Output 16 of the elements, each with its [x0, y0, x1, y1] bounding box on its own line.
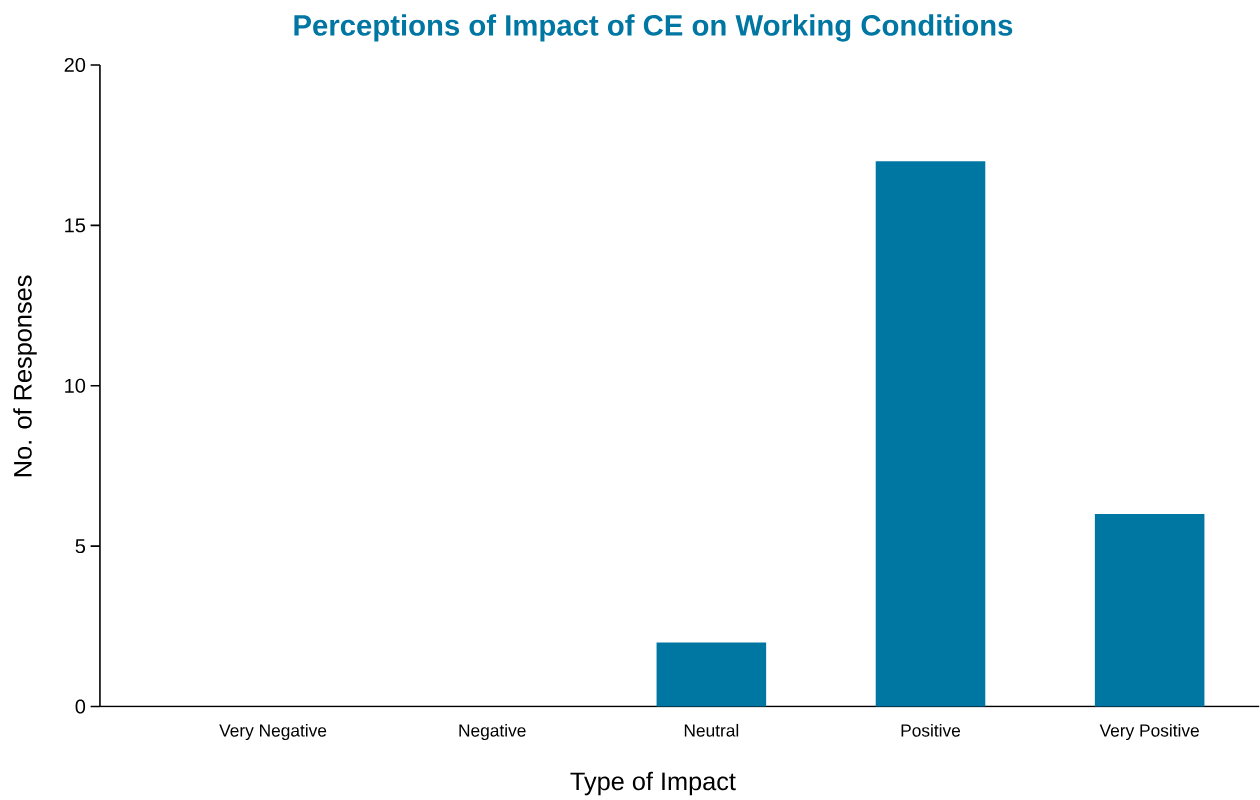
bar: [1094, 514, 1205, 707]
y-tick-label: 0: [75, 699, 86, 714]
x-tick-label: Very Positive: [1099, 724, 1199, 741]
y-tick-label: 5: [75, 539, 86, 554]
x-tick-label: Neutral: [684, 724, 739, 737]
x-tick-label: Negative: [459, 724, 526, 741]
y-axis-title: No. of Responses: [13, 275, 37, 477]
y-tick-label: 10: [65, 378, 86, 393]
bar: [656, 642, 767, 707]
x-axis-title: Type of Impact: [570, 771, 736, 796]
bar: [875, 161, 986, 707]
chart-title: Perceptions of Impact of CE on Working Conditions: [294, 14, 1013, 42]
x-tick-label: Positive: [901, 724, 961, 737]
y-tick-label: 15: [65, 218, 86, 233]
x-tick-label: Very Negative: [219, 724, 327, 741]
y-tick-label: 20: [64, 58, 86, 73]
